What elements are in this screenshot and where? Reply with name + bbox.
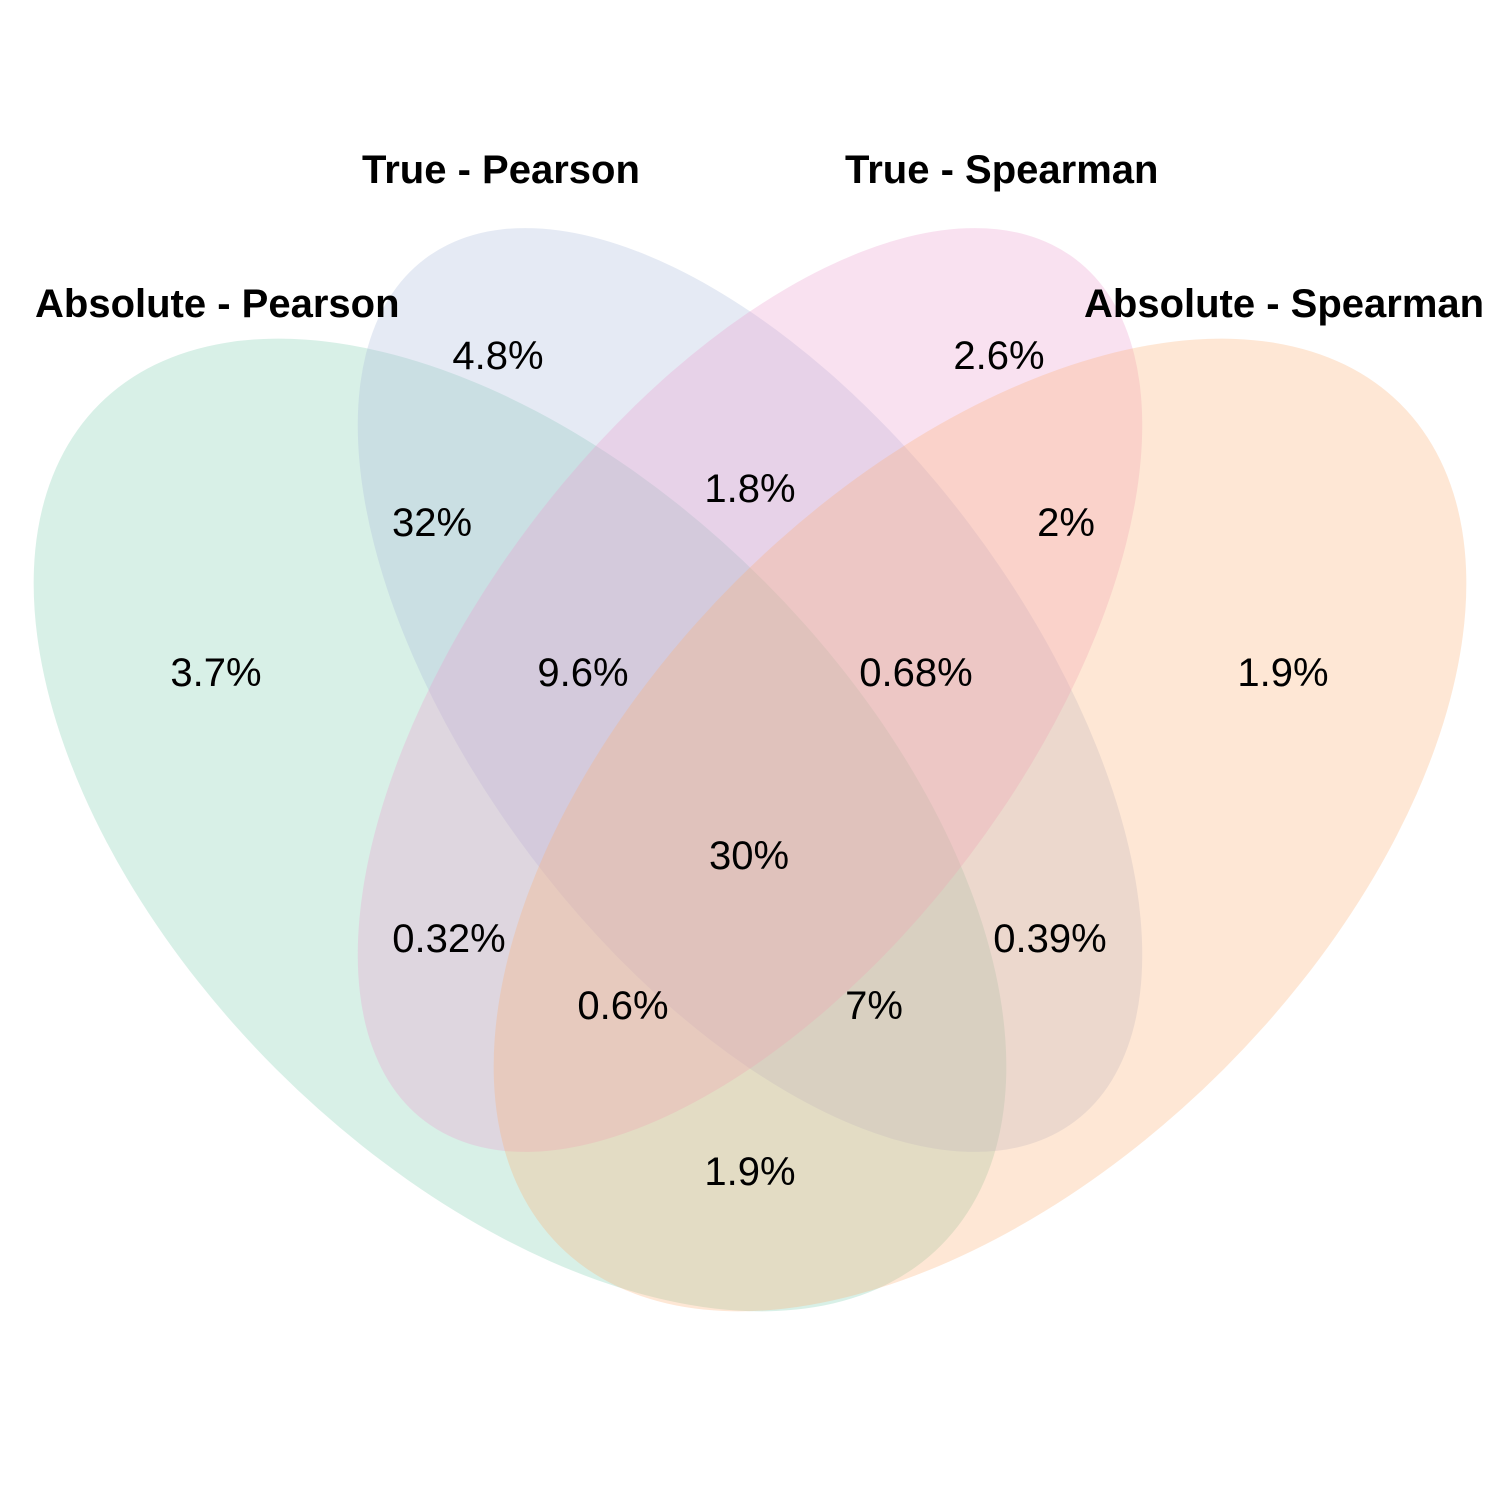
region-label-true-spearman-only: 2.6%	[953, 334, 1044, 378]
region-label-true-pearson-true-spearman-abs-spearman: 0.68%	[859, 651, 972, 695]
region-label-true-pearson-true-spearman: 1.8%	[704, 467, 795, 511]
set-ellipses	[33, 228, 1467, 1312]
set-labels: Absolute - Pearson True - Pearson True -…	[35, 148, 1484, 326]
region-label-abs-pearson-true-spearman-abs-spearman: 0.6%	[577, 984, 668, 1028]
region-label-true-spearman-abs-spearman: 2%	[1037, 501, 1095, 545]
region-label-true-pearson-abs-spearman: 0.39%	[993, 917, 1106, 961]
region-label-abs-spearman-only: 1.9%	[1237, 651, 1328, 695]
region-label-abs-pearson-true-spearman: 0.32%	[392, 917, 505, 961]
set-label-abs-pearson: Absolute - Pearson	[35, 282, 400, 326]
region-label-abs-pearson-abs-spearman: 1.9%	[704, 1150, 795, 1194]
region-label-true-pearson-only: 4.8%	[452, 334, 543, 378]
region-label-abs-pearson-only: 3.7%	[170, 651, 261, 695]
set-ellipse-abs-pearson	[33, 338, 1007, 1312]
set-label-true-spearman: True - Spearman	[845, 148, 1158, 192]
region-labels: 4.8% 2.6% 1.8% 32% 2% 3.7% 9.6% 0.68% 1.…	[170, 334, 1328, 1194]
set-label-abs-spearman: Absolute - Spearman	[1084, 282, 1484, 326]
set-ellipse-abs-spearman	[493, 338, 1467, 1312]
set-ellipse-true-spearman	[357, 228, 1143, 1152]
region-label-all-four: 30%	[709, 834, 789, 878]
region-label-abs-pearson-true-pearson-abs-spearman: 7%	[845, 984, 903, 1028]
region-label-abs-pearson-true-pearson-true-spearman: 9.6%	[537, 651, 628, 695]
region-label-abs-pearson-true-pearson: 32%	[392, 501, 472, 545]
set-ellipse-true-pearson	[357, 228, 1143, 1152]
set-label-true-pearson: True - Pearson	[362, 148, 640, 192]
